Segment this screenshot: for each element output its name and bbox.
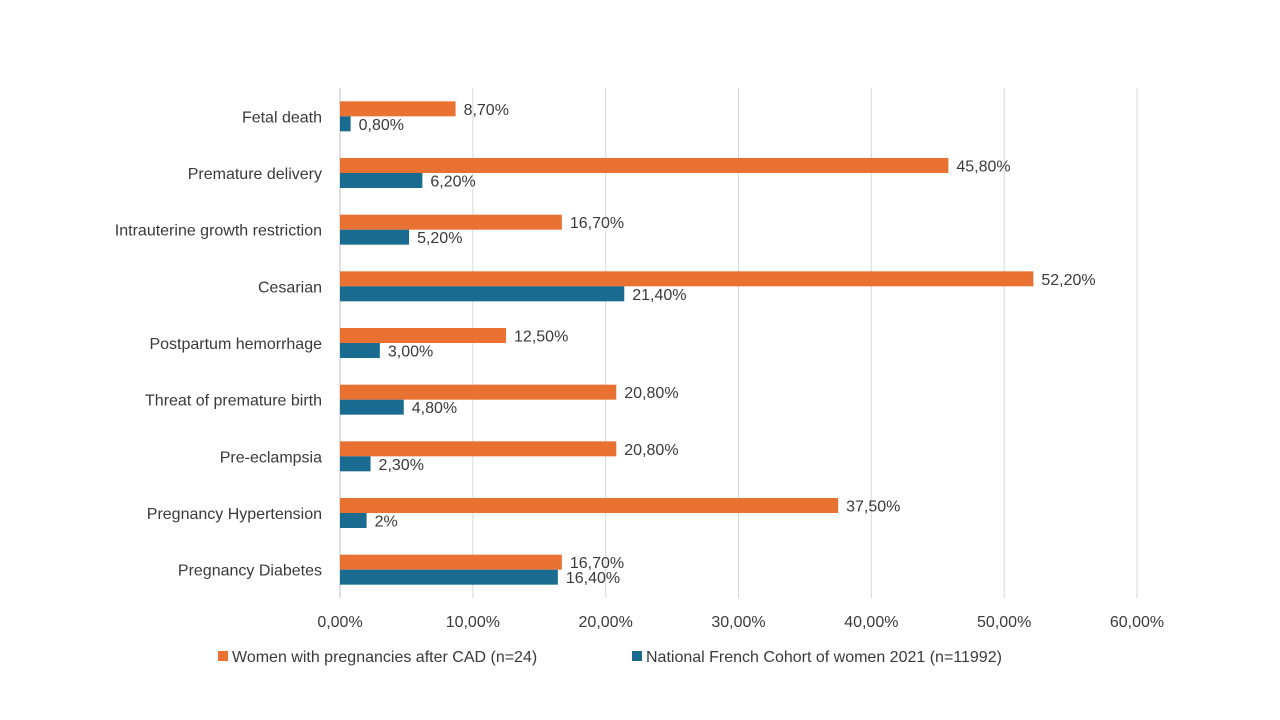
bar-cad-women — [340, 441, 617, 457]
category-label: Threat of premature birth — [145, 393, 322, 410]
data-label: 3,00% — [388, 344, 433, 361]
bar-national-cohort — [340, 456, 371, 472]
data-label: 16,70% — [570, 215, 624, 232]
data-label: 5,20% — [417, 230, 462, 247]
bar-cad-women — [340, 214, 562, 230]
bar-cad-women — [340, 101, 456, 117]
data-label: 2,30% — [379, 457, 424, 474]
data-label: 6,20% — [430, 174, 475, 191]
category-label: Pregnancy Diabetes — [178, 563, 322, 580]
category-label: Fetal death — [242, 109, 322, 126]
bar-national-cohort — [340, 399, 404, 415]
x-tick-label: 60,00% — [1110, 614, 1164, 631]
data-label: 20,80% — [624, 385, 678, 402]
data-label: 16,40% — [566, 570, 620, 587]
data-label: 4,80% — [412, 400, 457, 417]
bar-cad-women — [340, 158, 949, 173]
category-label: Pre-eclampsia — [220, 449, 322, 466]
data-label: 16,70% — [570, 555, 624, 572]
legend-item-national-cohort: National French Cohort of women 2021 (n=… — [632, 649, 1002, 666]
legend-label: National French Cohort of women 2021 (n=… — [646, 649, 1002, 666]
data-label: 2% — [375, 514, 398, 531]
data-labels: 8,70% 0,80% 45,80% 6,20% 16,70% 5,20% 52,20% 21… — [359, 102, 1096, 587]
x-axis-ticks: 0,00% 10,00% 20,00% 30,00% 40,00% 50,00% 60,00… — [317, 614, 1164, 631]
bars — [340, 101, 1034, 585]
bar-national-cohort — [340, 173, 423, 188]
bar-national-cohort — [340, 569, 558, 585]
bar-cad-women — [340, 554, 562, 570]
category-labels: Fetal death Premature delivery Intrauterin… — [115, 109, 322, 579]
data-label: 0,80% — [359, 117, 404, 134]
data-label: 12,50% — [514, 329, 568, 346]
legend-label: Women with pregnancies after CAD (n=24) — [232, 649, 537, 666]
bar-national-cohort — [340, 229, 410, 245]
category-label: Cesarian — [258, 279, 322, 296]
bar-national-cohort — [340, 286, 625, 302]
category-label: Premature delivery — [188, 166, 322, 183]
category-label: Pregnancy Hypertension — [147, 506, 322, 523]
bar-national-cohort — [340, 343, 380, 358]
x-tick-label: 50,00% — [977, 614, 1031, 631]
data-label: 8,70% — [464, 102, 509, 119]
bar-cad-women — [340, 384, 617, 400]
bar-cad-women — [340, 271, 1034, 287]
legend-swatch — [632, 651, 642, 661]
x-tick-label: 20,00% — [579, 614, 633, 631]
category-label: Intrauterine growth restriction — [115, 223, 322, 240]
x-tick-label: 40,00% — [844, 614, 898, 631]
data-label: 37,50% — [846, 499, 900, 516]
legend-swatch — [218, 651, 228, 661]
bar-national-cohort — [340, 513, 367, 528]
x-tick-label: 30,00% — [711, 614, 765, 631]
bar-cad-women — [340, 498, 839, 513]
bar-cad-women — [340, 328, 507, 343]
data-label: 45,80% — [956, 159, 1010, 176]
x-tick-label: 10,00% — [446, 614, 500, 631]
legend: Women with pregnancies after CAD (n=24) N… — [218, 649, 1002, 666]
data-label: 21,40% — [632, 287, 686, 304]
legend-item-cad-women: Women with pregnancies after CAD (n=24) — [218, 649, 537, 666]
data-label: 20,80% — [624, 442, 678, 459]
category-label: Postpartum hemorrhage — [149, 336, 322, 353]
data-label: 52,20% — [1041, 272, 1095, 289]
bar-national-cohort — [340, 116, 351, 132]
x-tick-label: 0,00% — [317, 614, 362, 631]
